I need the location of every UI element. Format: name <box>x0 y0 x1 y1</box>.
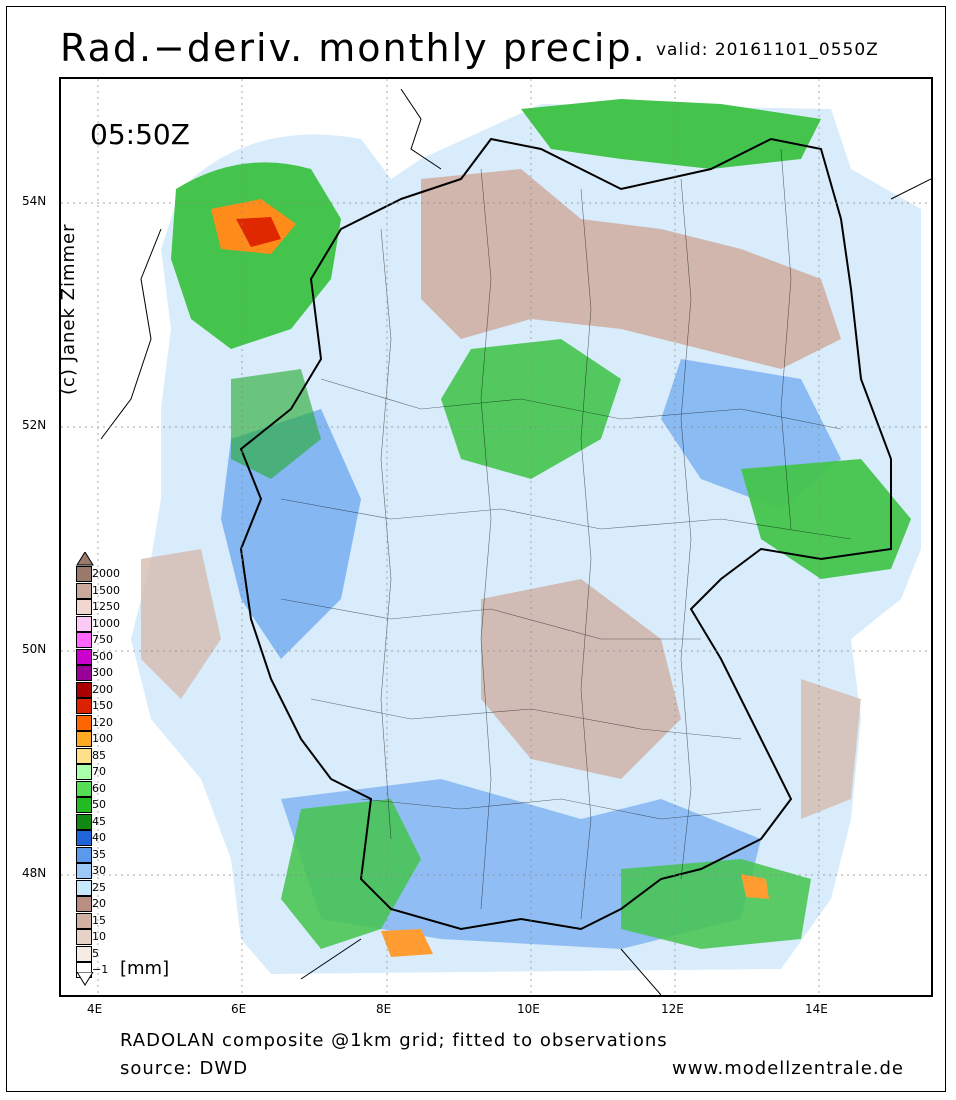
legend-swatch <box>76 665 92 681</box>
color-legend: 2000 1500 1250 1000 750 500 300 200 150 120 100 85 7… <box>76 552 186 986</box>
legend-swatch <box>76 615 92 632</box>
district-lines <box>280 148 852 920</box>
legend-label: 25 <box>92 880 106 894</box>
x-tick-10e: 10E <box>517 1002 540 1016</box>
legend-label: 40 <box>92 831 106 844</box>
y-tick-50n: 50N <box>22 642 47 656</box>
legend-label: 35 <box>92 847 106 861</box>
x-tick-14e: 14E <box>805 1002 828 1016</box>
legend-swatch <box>76 714 92 731</box>
legend-label: 2000 <box>92 567 120 580</box>
legend-label: 150 <box>92 699 113 712</box>
legend-swatch <box>76 863 92 879</box>
legend-swatch <box>76 797 92 813</box>
legend-label: 15 <box>92 913 106 927</box>
green-area-alpine-west <box>281 799 421 949</box>
legend-label: 5 <box>92 946 99 960</box>
credit-label: (c) Janek Zimmer <box>58 223 79 395</box>
legend-label: 10 <box>92 930 106 943</box>
legend-swatch <box>76 648 92 665</box>
legend-swatch <box>76 813 92 830</box>
legend-swatch <box>76 582 92 599</box>
footer-url: www.modellzentrale.de <box>672 1058 904 1079</box>
max-area-southeast <box>741 874 769 899</box>
y-tick-54n: 54N <box>22 194 47 208</box>
legend-swatch <box>76 566 92 582</box>
legend-swatch <box>76 846 92 863</box>
legend-label: 100 <box>92 732 113 745</box>
map-panel <box>59 77 933 997</box>
valid-time: valid: 20161101_0550Z <box>656 40 879 60</box>
germany-border <box>239 137 892 931</box>
x-tick-6e: 6E <box>231 1002 247 1016</box>
green-area-east <box>741 459 911 579</box>
legend-label: 1000 <box>92 616 120 630</box>
legend-swatch <box>76 632 92 648</box>
legend-label: 750 <box>92 633 113 646</box>
coastline-west <box>100 228 162 440</box>
legend-swatch <box>76 698 92 714</box>
legend-label: 30 <box>92 864 106 877</box>
legend-swatch <box>76 879 92 896</box>
x-tick-4e: 4E <box>87 1002 103 1016</box>
x-tick-8e: 8E <box>376 1002 392 1016</box>
legend-label: 85 <box>92 748 106 762</box>
legend-swatch <box>76 731 92 747</box>
legend-label: 1500 <box>92 583 120 597</box>
legend-label: 120 <box>92 715 113 729</box>
legend-swatch <box>76 830 92 846</box>
max-core-north-sea <box>236 217 281 247</box>
legend-label: 1250 <box>92 600 120 613</box>
x-tick-12e: 12E <box>661 1002 684 1016</box>
legend-label: 500 <box>92 649 113 663</box>
dry-area-north <box>421 169 841 369</box>
coastline-north <box>400 88 442 170</box>
legend-unit: [mm] <box>120 958 170 979</box>
legend-swatch <box>76 747 92 764</box>
border-east <box>890 178 931 200</box>
legend-label: 20 <box>92 897 106 910</box>
map-title: Rad.−deriv. monthly precip. <box>60 26 647 70</box>
graticule <box>61 79 931 995</box>
border-south <box>300 938 662 995</box>
footer-source: source: DWD <box>120 1058 249 1079</box>
legend-label: 50 <box>92 798 106 811</box>
max-area-bodensee <box>381 929 433 957</box>
legend-label: −1 <box>92 963 109 976</box>
legend-swatch <box>76 780 92 797</box>
legend-swatch <box>76 912 92 929</box>
precip-map <box>61 79 931 995</box>
legend-top-arrow <box>76 552 94 566</box>
legend-label: 45 <box>92 814 106 828</box>
y-tick-48n: 48N <box>22 866 47 880</box>
legend-swatch <box>76 764 92 780</box>
green-area-alpine-east <box>621 859 811 949</box>
time-label: 05:50Z <box>90 118 190 151</box>
legend-swatch <box>76 599 92 615</box>
legend-swatch <box>76 945 92 962</box>
legend-swatch <box>76 929 92 945</box>
dry-area-east <box>801 679 861 819</box>
legend-swatch <box>76 681 92 698</box>
legend-label: 60 <box>92 781 106 795</box>
legend-swatch <box>76 896 92 912</box>
y-tick-52n: 52N <box>22 418 47 432</box>
legend-label: 70 <box>92 765 106 778</box>
legend-label: 300 <box>92 666 113 679</box>
legend-label: 200 <box>92 682 113 696</box>
legend-bottom-arrow <box>76 972 94 986</box>
dry-area-west <box>141 549 221 699</box>
footer-method: RADOLAN composite @1km grid; fitted to o… <box>120 1030 668 1051</box>
